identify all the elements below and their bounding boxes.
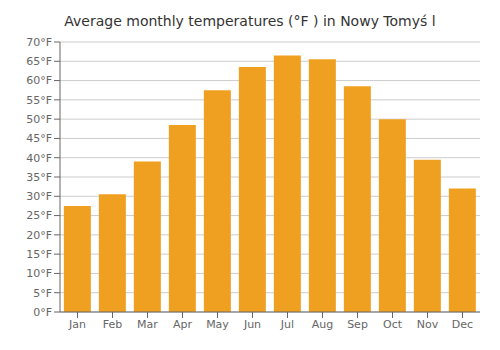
svg-text:10°F: 10°F [26,267,52,280]
svg-text:40°F: 40°F [26,152,52,165]
svg-text:35°F: 35°F [26,171,52,184]
svg-text:55°F: 55°F [26,94,52,107]
svg-text:50°F: 50°F [26,113,52,126]
svg-text:45°F: 45°F [26,132,52,145]
svg-text:Jan: Jan [68,318,86,331]
svg-text:Jul: Jul [280,318,294,331]
svg-text:Aug: Aug [312,318,333,331]
svg-text:65°F: 65°F [26,55,52,68]
svg-text:Mar: Mar [137,318,158,331]
svg-text:70°F: 70°F [26,36,52,49]
svg-text:Feb: Feb [103,318,122,331]
svg-text:Nov: Nov [417,318,439,331]
svg-text:Jun: Jun [243,318,261,331]
svg-text:Dec: Dec [452,318,473,331]
svg-text:60°F: 60°F [26,74,52,87]
html-text:Average monthly temperatures (: Average monthly temperatures (°F ) in No… [64,13,436,29]
svg-text:5°F: 5°F [33,287,52,300]
svg-text:Sep: Sep [347,318,368,331]
svg-text:15°F: 15°F [26,248,52,261]
svg-text:0°F: 0°F [33,306,52,319]
svg-text:Apr: Apr [173,318,193,331]
svg-text:20°F: 20°F [26,229,52,242]
svg-text:Oct: Oct [383,318,403,331]
svg-text:May: May [206,318,229,331]
svg-text:25°F: 25°F [26,209,52,222]
svg-text:30°F: 30°F [26,190,52,203]
